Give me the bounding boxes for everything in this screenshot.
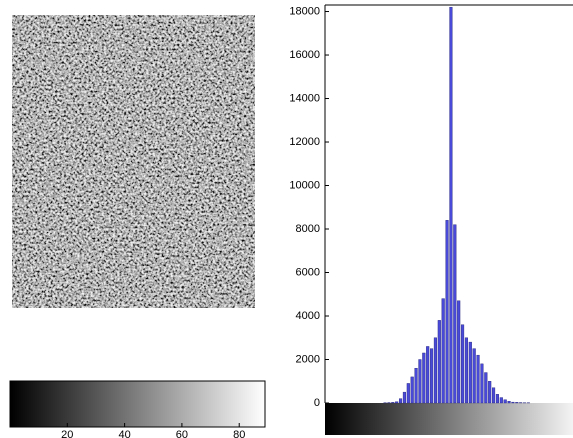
bar [492, 387, 496, 404]
bar [468, 341, 472, 404]
bar [433, 337, 437, 404]
y-tick-label: 12000 [289, 136, 320, 148]
bar [422, 352, 426, 404]
bar [391, 402, 395, 404]
y-tick-label: 8000 [296, 223, 320, 235]
y-tick-label: 16000 [289, 49, 320, 61]
colorbar-tick-label: 60 [176, 429, 188, 438]
colorbar-tick-label: 40 [118, 429, 130, 438]
bar [457, 300, 461, 404]
bar [410, 376, 414, 404]
colorbar [9, 380, 266, 428]
bar [472, 348, 476, 404]
bar [430, 348, 434, 404]
bar [414, 368, 418, 404]
bar [515, 402, 519, 404]
bar [437, 320, 441, 404]
bar [503, 399, 507, 404]
bar [426, 346, 430, 404]
y-tick-label: 6000 [296, 266, 320, 278]
y-tick-label: 18000 [289, 5, 320, 17]
bar [488, 381, 492, 404]
bar [484, 372, 488, 404]
histogram-colorbar [325, 403, 573, 435]
bar [511, 401, 515, 404]
colorbar-tick-label: 20 [61, 429, 73, 438]
bar [476, 354, 480, 404]
bar [449, 6, 453, 404]
bar [441, 298, 445, 404]
y-tick-label: 10000 [289, 179, 320, 191]
bar [480, 363, 484, 404]
bar [395, 401, 399, 404]
image [12, 15, 255, 308]
bar [406, 383, 410, 404]
bar [507, 401, 511, 404]
y-tick-label: 2000 [296, 353, 320, 365]
y-tick-label: 4000 [296, 310, 320, 322]
bar [453, 224, 457, 404]
colorbar-tick-label: 80 [233, 429, 245, 438]
bar [445, 220, 449, 404]
bar [402, 391, 406, 404]
bar [461, 324, 465, 404]
bar [418, 359, 422, 404]
bar [399, 398, 403, 404]
bar [464, 337, 468, 404]
y-tick-label: 14000 [289, 92, 320, 104]
bar [495, 394, 499, 404]
y-tick-label: 0 [314, 397, 320, 409]
bar [499, 397, 503, 404]
